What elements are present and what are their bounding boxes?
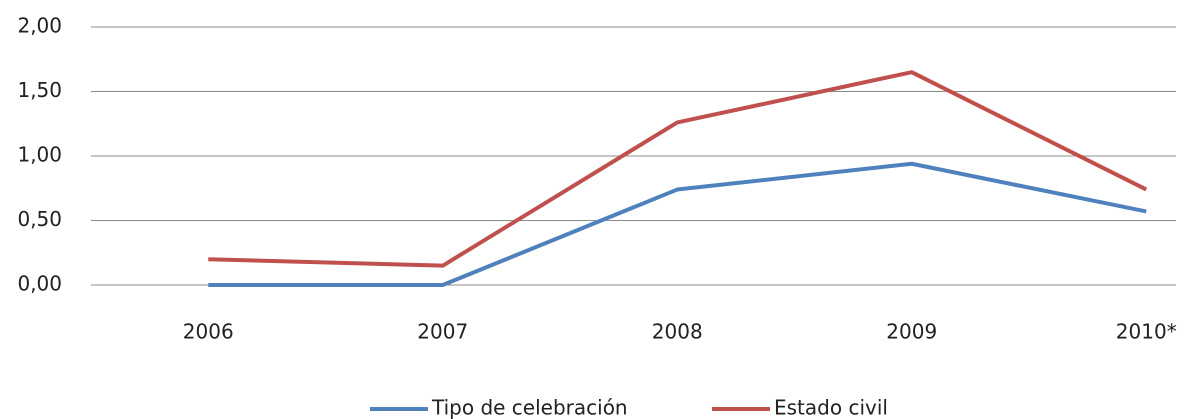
y-tick-label: 1,50: [17, 78, 62, 102]
legend-label: Tipo de celebración: [431, 396, 628, 419]
x-tick-label: 2007: [417, 320, 468, 344]
line-series: [208, 161, 1147, 287]
y-tick-label: 1,00: [17, 143, 62, 167]
y-tick-label: 0,00: [17, 272, 62, 296]
line-series: [208, 70, 1148, 268]
y-tick-label: 0,50: [17, 207, 62, 231]
x-tick-label: 2006: [183, 320, 234, 344]
y-tick-label: 2,00: [17, 14, 62, 38]
legend-label: Estado civil: [774, 396, 888, 419]
x-tick-label: 2009: [886, 320, 937, 344]
x-tick-label: 2010*: [1116, 320, 1177, 344]
x-tick-label: 2008: [652, 320, 703, 344]
